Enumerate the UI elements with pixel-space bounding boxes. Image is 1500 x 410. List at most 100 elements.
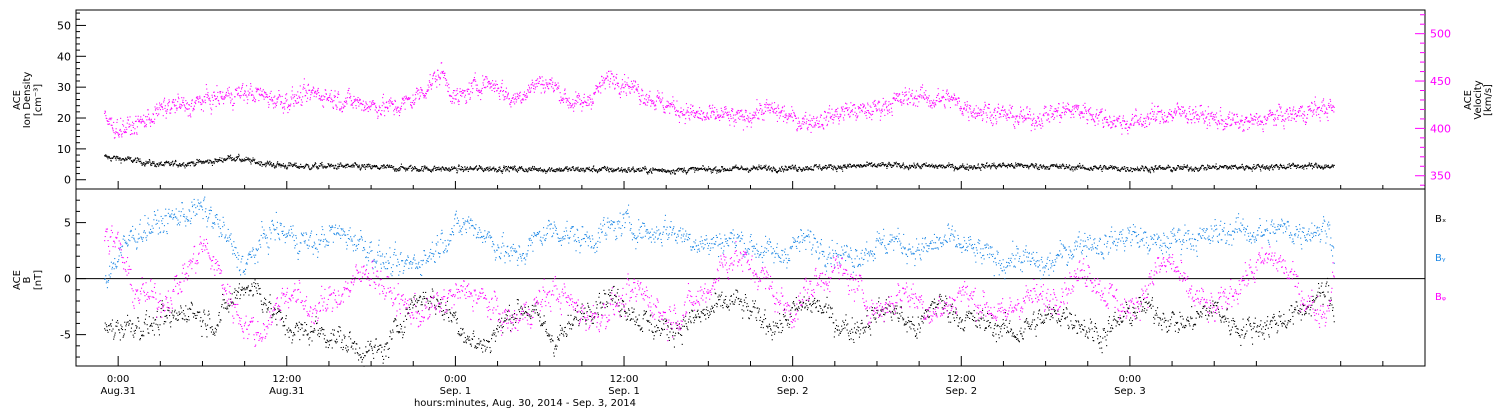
data-point (186, 165, 188, 167)
data-point (551, 167, 553, 169)
data-point (847, 110, 849, 112)
data-point (480, 99, 482, 101)
data-point (613, 79, 615, 81)
data-point (374, 109, 376, 111)
data-point (603, 167, 605, 169)
data-point (1148, 168, 1150, 170)
data-point (444, 169, 446, 171)
data-point (278, 164, 280, 166)
data-point (1320, 167, 1322, 169)
data-point (472, 88, 474, 90)
data-point (163, 165, 165, 167)
data-point (722, 166, 724, 168)
data-point (747, 168, 749, 170)
data-point (286, 168, 288, 170)
data-point (803, 118, 805, 120)
data-point (965, 168, 967, 170)
data-point (747, 115, 749, 117)
data-point (376, 166, 378, 168)
data-point (787, 168, 789, 170)
data-point (306, 100, 308, 102)
data-point (801, 170, 803, 172)
data-point (1168, 165, 1170, 167)
data-point (1018, 164, 1020, 166)
data-point (995, 168, 997, 170)
data-point (637, 86, 639, 88)
data-point (191, 99, 193, 101)
data-point (507, 94, 509, 96)
data-point (116, 121, 118, 123)
data-point (331, 98, 333, 100)
data-point (670, 173, 672, 175)
data-point (1087, 167, 1089, 169)
data-point (1054, 164, 1056, 166)
data-point (1050, 164, 1052, 166)
data-point (1011, 165, 1013, 167)
data-point (328, 165, 330, 167)
data-point (1112, 167, 1114, 169)
data-point (457, 99, 459, 101)
data-point (522, 169, 524, 171)
data-point (218, 102, 220, 104)
data-point (848, 166, 850, 168)
data-point (882, 105, 884, 107)
data-point (839, 116, 841, 118)
data-point (579, 169, 581, 171)
data-point (379, 107, 381, 109)
data-point (764, 167, 766, 169)
data-point (272, 165, 274, 167)
data-point (1214, 167, 1216, 169)
data-point (812, 126, 814, 128)
data-point (1212, 165, 1214, 167)
data-point (475, 166, 477, 168)
data-point (179, 163, 181, 165)
data-point (250, 94, 252, 96)
data-point (819, 116, 821, 118)
data-point (767, 166, 769, 168)
data-point (1037, 167, 1039, 169)
data-point (737, 112, 739, 114)
data-point (551, 86, 553, 88)
data-point (152, 114, 154, 116)
data-point (899, 167, 901, 169)
data-point (725, 170, 727, 172)
data-point (669, 112, 671, 114)
data-point (1007, 163, 1009, 165)
data-point (735, 121, 737, 123)
data-point (389, 99, 391, 101)
data-point (332, 107, 334, 109)
data-point (499, 166, 501, 168)
data-point (514, 103, 516, 105)
data-point (627, 77, 629, 79)
data-point (915, 165, 917, 167)
data-point (472, 169, 474, 171)
data-point (799, 166, 801, 168)
data-point (510, 101, 512, 103)
data-point (817, 126, 819, 128)
data-point (419, 92, 421, 94)
data-point (1055, 166, 1057, 168)
data-point (515, 101, 517, 103)
data-point (575, 91, 577, 93)
data-point (242, 83, 244, 85)
data-point (225, 93, 227, 95)
data-point (485, 76, 487, 78)
data-point (921, 165, 923, 167)
data-point (200, 161, 202, 163)
data-point (642, 90, 644, 92)
data-point (145, 116, 147, 118)
data-point (1253, 165, 1255, 167)
data-point (820, 168, 822, 170)
data-point (163, 101, 165, 103)
data-point (276, 101, 278, 103)
data-point (533, 166, 535, 168)
data-point (236, 87, 238, 89)
data-point (183, 162, 185, 164)
data-point (844, 165, 846, 167)
data-point (624, 74, 626, 76)
data-point (348, 97, 350, 99)
data-point (267, 163, 269, 165)
data-point (1080, 166, 1082, 168)
data-point (961, 166, 963, 168)
data-point (383, 103, 385, 105)
